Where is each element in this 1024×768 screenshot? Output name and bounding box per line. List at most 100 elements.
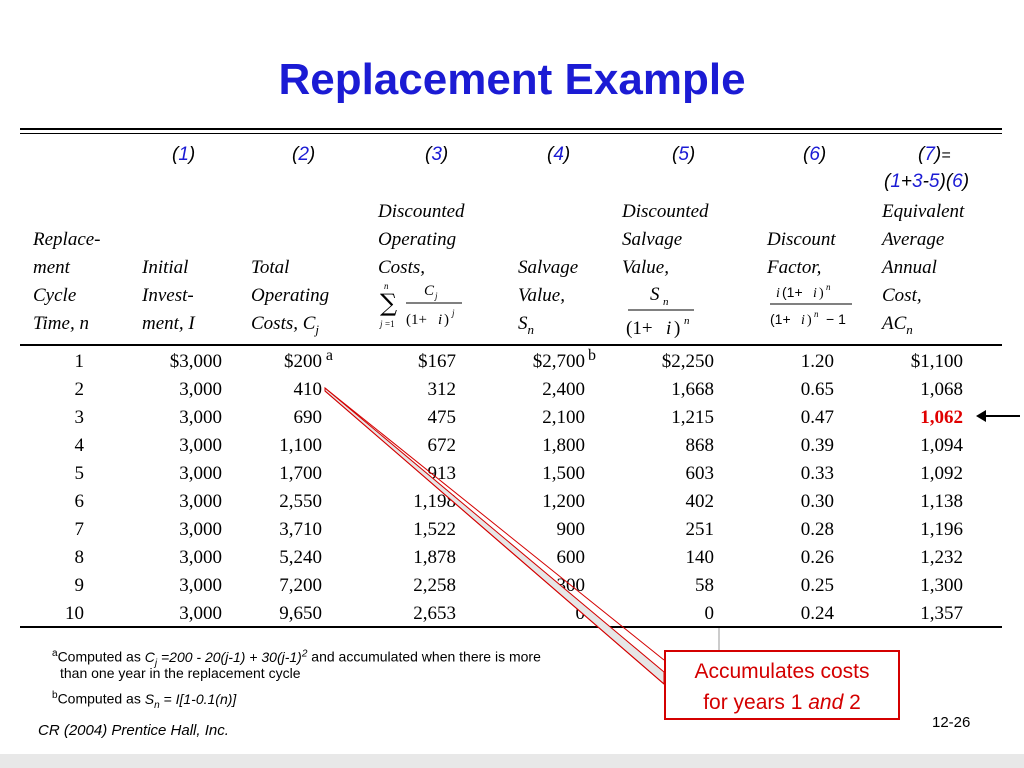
svg-text:i: i: [438, 312, 442, 328]
cell-dc: 913: [427, 463, 457, 484]
svg-text:n: n: [684, 315, 690, 327]
col-number-7: (7)=: [918, 144, 951, 165]
cell-tc: $200 a: [172, 347, 333, 376]
cell-df: 0.30: [800, 491, 834, 512]
footnote-mark: a: [325, 347, 333, 364]
cell-sv: 1,200: [542, 491, 585, 512]
cell-tc: 9,650: [279, 603, 322, 624]
svg-text:n: n: [663, 296, 669, 308]
cell-dsv: 402: [685, 491, 715, 512]
cell-df: 0.65: [800, 379, 834, 400]
cell-dsv: 603: [685, 463, 715, 484]
cell-n: 7: [74, 519, 85, 540]
col-number-3: (3): [425, 144, 449, 165]
cell-dc: 1,198: [413, 491, 456, 512]
svg-text:i: i: [776, 286, 780, 301]
svg-text:(1+: (1+: [770, 311, 791, 327]
header-initial-investment: Initial Invest-ment, I: [142, 257, 195, 334]
cell-n: 8: [74, 547, 85, 568]
cell-n: 6: [74, 491, 85, 512]
cell-i: 3,000: [179, 491, 222, 512]
cell-ac: 1,138: [920, 491, 963, 512]
cell-dsv: 1,668: [671, 379, 714, 400]
footer-copyright: CR (2004) Prentice Hall, Inc.: [38, 722, 229, 739]
cell-dc: $167: [418, 351, 456, 372]
col-number-6: (6): [803, 144, 827, 165]
cell-n: 3: [74, 407, 85, 428]
footnote-a: aComputed as Cj =200 - 20(j-1) + 30(j-1)…: [52, 648, 541, 669]
header-total-operating-costs: Total Operating Costs, Cj: [251, 257, 330, 337]
header-salvage-value: Salvage Value, Sn: [518, 257, 579, 337]
cell-ac: 1,232: [920, 547, 963, 568]
callout-box: Accumulates costs for years 1 and 2: [664, 650, 900, 720]
cell-dsv: 140: [685, 547, 715, 568]
cell-i: 3,000: [179, 435, 222, 456]
bottom-band: [0, 754, 1024, 768]
cell-ac: 1,092: [920, 463, 963, 484]
cell-sv: $2,700 b: [435, 347, 596, 376]
cell-dc: 1,878: [413, 547, 456, 568]
top-rule-2: [20, 133, 1002, 134]
svg-text:): ): [807, 313, 812, 328]
cell-df: 1.20: [800, 351, 834, 372]
cell-tc: 2,550: [279, 491, 322, 512]
cell-ac: 1,300: [920, 575, 963, 596]
cell-sv: 1,500: [542, 463, 585, 484]
cell-ac: 1,357: [920, 603, 963, 624]
callout-line1: Accumulates costs: [694, 660, 870, 683]
col-number-2: (2): [292, 144, 316, 165]
cell-ac: 1,196: [920, 519, 963, 540]
cell-i: 3,000: [179, 379, 222, 400]
cell-i: 3,000: [179, 407, 222, 428]
cell-n: 10: [65, 603, 84, 624]
cell-n: 9: [74, 575, 85, 596]
cell-ac: $1,100: [910, 351, 963, 372]
cell-df: 0.28: [800, 519, 834, 540]
cell-ac: 1,094: [920, 435, 963, 456]
cell-dsv: 58: [695, 575, 714, 596]
cell-dsv: 1,215: [671, 407, 714, 428]
svg-text:i: i: [801, 313, 805, 328]
cell-i: 3,000: [179, 575, 222, 596]
cell-sv: 1,800: [542, 435, 585, 456]
header-rule: [20, 344, 1002, 346]
slide-title: Replacement Example: [278, 55, 746, 104]
svg-text:j: j: [434, 291, 438, 301]
cell-dc: 1,522: [413, 519, 456, 540]
svg-text:n: n: [826, 282, 831, 292]
cell-df: 0.24: [800, 603, 834, 624]
min-cost-arrow-icon: [976, 410, 1020, 422]
cell-ac-minimum: 1,062: [920, 407, 963, 428]
svg-text:n: n: [814, 309, 819, 319]
cell-n: 5: [74, 463, 85, 484]
cell-df: 0.33: [800, 463, 834, 484]
header-discount-factor: Discount Factor,: [767, 229, 836, 278]
svg-text:): ): [444, 312, 449, 328]
svg-text:=1: =1: [385, 319, 395, 329]
cell-sv: 2,400: [542, 379, 585, 400]
cell-tc: 1,700: [279, 463, 322, 484]
svg-text:(1+: (1+: [782, 284, 803, 300]
col-number-4: (4): [547, 144, 571, 165]
col7-formula: (1+3-5)(6): [884, 171, 970, 192]
discounted-operating-cost-formula: n ∑ j =1 C j (1+ i ) j: [379, 281, 462, 329]
svg-text:): ): [819, 286, 824, 301]
footnote-a-line2: than one year in the replacement cycle: [60, 665, 301, 681]
header-cycle-time: Replace-ment Cycle Time, n: [33, 229, 101, 334]
svg-text:j: j: [451, 308, 455, 318]
header-discounted-salvage-value: Discounted Salvage Value,: [622, 201, 709, 278]
svg-text:i: i: [666, 318, 671, 339]
cell-dc: 312: [427, 379, 457, 400]
cell-dsv: 251: [685, 519, 715, 540]
col-number-1: (1): [172, 144, 196, 165]
cell-sv: 0: [575, 603, 586, 624]
bottom-rule: [20, 626, 1002, 628]
cell-df: 0.47: [800, 407, 834, 428]
svg-text:S: S: [650, 284, 660, 305]
cell-tc: 410: [293, 379, 323, 400]
discount-factor-formula: i (1+ i ) n (1+ i ) n − 1: [770, 282, 852, 328]
svg-text:i: i: [813, 286, 817, 301]
header-equivalent-annual-cost: Equivalent Average Annual Cost, ACn: [882, 201, 965, 337]
cell-n: 1: [74, 351, 85, 372]
cell-tc: 690: [293, 407, 323, 428]
